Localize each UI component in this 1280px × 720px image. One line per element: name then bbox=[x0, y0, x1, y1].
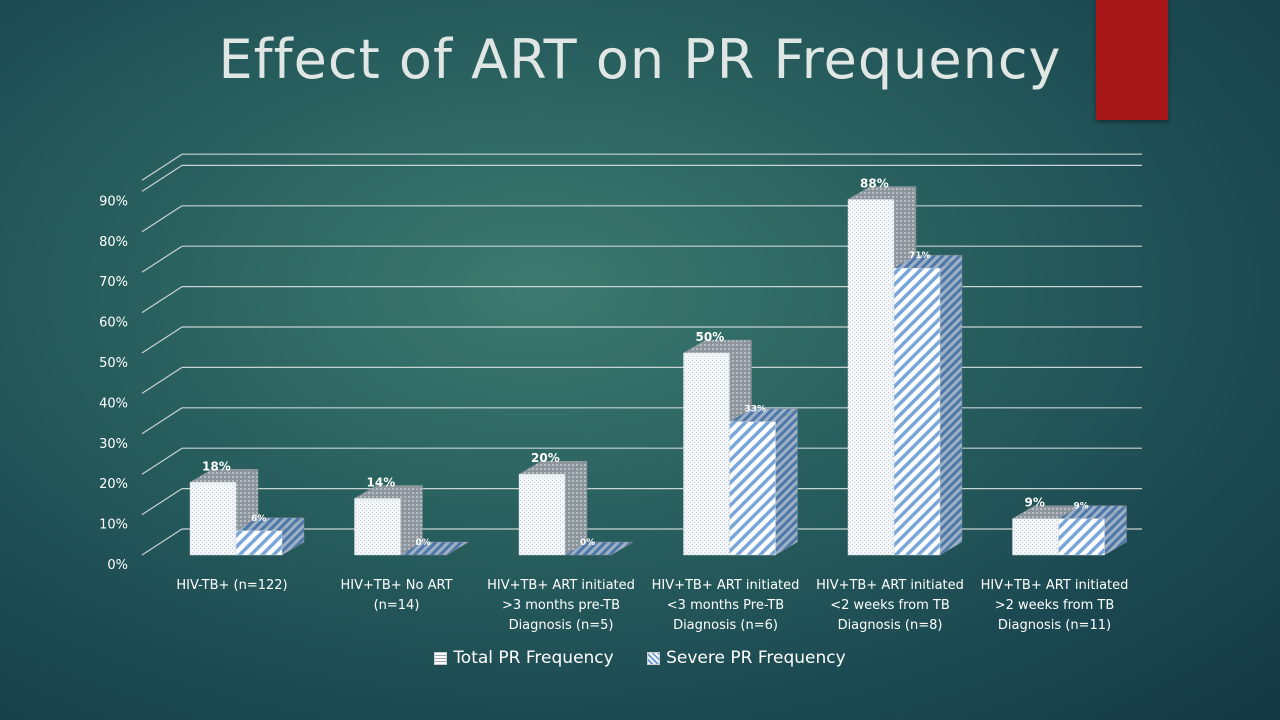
legend-item-severe: Severe PR Frequency bbox=[647, 648, 846, 668]
chart-legend: Total PR Frequency Severe PR Frequency bbox=[0, 648, 1280, 668]
data-label-severe: 33% bbox=[745, 405, 767, 415]
x-category-label: HIV+TB+ ART initiated >3 months pre-TB Dia… bbox=[487, 578, 635, 633]
gridline-diagonal bbox=[141, 205, 183, 233]
y-tick-label: 60% bbox=[99, 316, 128, 331]
gridline-diagonal bbox=[141, 153, 183, 181]
x-category-label: HIV+TB+ ART initiated <3 months Pre-TB Dia… bbox=[652, 578, 800, 633]
y-tick-label: 90% bbox=[99, 194, 128, 209]
bar-severe bbox=[235, 517, 305, 556]
gridline-diagonal bbox=[141, 528, 183, 556]
bar-severe bbox=[893, 254, 963, 556]
gridline-diagonal bbox=[141, 488, 183, 516]
gridline-diagonal bbox=[141, 366, 183, 394]
slide-title: Effect of ART on PR Frequency bbox=[218, 28, 1062, 91]
legend-item-total: Total PR Frequency bbox=[434, 648, 614, 668]
x-category-label: HIV-TB+ (n=122) bbox=[176, 578, 287, 593]
legend-swatch-severe bbox=[647, 651, 661, 665]
data-label-severe: 71% bbox=[909, 251, 931, 261]
gridline-diagonal bbox=[141, 245, 183, 273]
y-tick-label: 10% bbox=[99, 518, 128, 533]
data-label-severe: 6% bbox=[251, 514, 266, 524]
bar-severe bbox=[728, 408, 799, 556]
bar-severe bbox=[399, 541, 470, 556]
data-label-total: 9% bbox=[1025, 496, 1045, 510]
bar-total bbox=[353, 485, 424, 556]
y-tick-label: 80% bbox=[99, 235, 128, 250]
data-label-severe: 9% bbox=[1074, 502, 1089, 512]
y-tick-label: 30% bbox=[99, 437, 128, 452]
y-tick-label: 20% bbox=[99, 477, 128, 492]
y-tick-label: 40% bbox=[99, 396, 128, 411]
data-label-total: 88% bbox=[860, 176, 889, 190]
gridline-diagonal bbox=[141, 326, 183, 354]
data-label-total: 18% bbox=[202, 459, 231, 473]
data-label-total: 20% bbox=[531, 451, 560, 465]
x-category-label: HIV+TB+ No ART (n=14) bbox=[340, 578, 452, 613]
gridline-diagonal bbox=[141, 447, 183, 475]
data-label-total: 50% bbox=[696, 330, 725, 344]
y-tick-label: 50% bbox=[99, 356, 128, 371]
y-tick-label: 70% bbox=[99, 275, 128, 290]
data-label-severe: 0% bbox=[580, 538, 595, 548]
x-category-label: HIV+TB+ ART initiated >2 weeks from TB Dia… bbox=[981, 578, 1129, 633]
data-label-total: 14% bbox=[367, 475, 396, 489]
legend-label-total: Total PR Frequency bbox=[453, 648, 614, 668]
accent-tab bbox=[1096, 0, 1168, 120]
gridline-diagonal bbox=[141, 286, 183, 314]
bar-severe bbox=[1057, 505, 1128, 556]
bar-severe bbox=[564, 541, 634, 556]
gridline-diagonal bbox=[141, 407, 183, 435]
bar-total bbox=[518, 460, 588, 556]
gridline-diagonal bbox=[141, 164, 183, 192]
data-label-severe: 0% bbox=[416, 538, 431, 548]
y-tick-label: 0% bbox=[107, 558, 128, 573]
legend-label-severe: Severe PR Frequency bbox=[666, 648, 846, 668]
x-category-label: HIV+TB+ ART initiated <2 weeks from TB Dia… bbox=[816, 578, 964, 633]
legend-swatch-total bbox=[434, 651, 448, 665]
